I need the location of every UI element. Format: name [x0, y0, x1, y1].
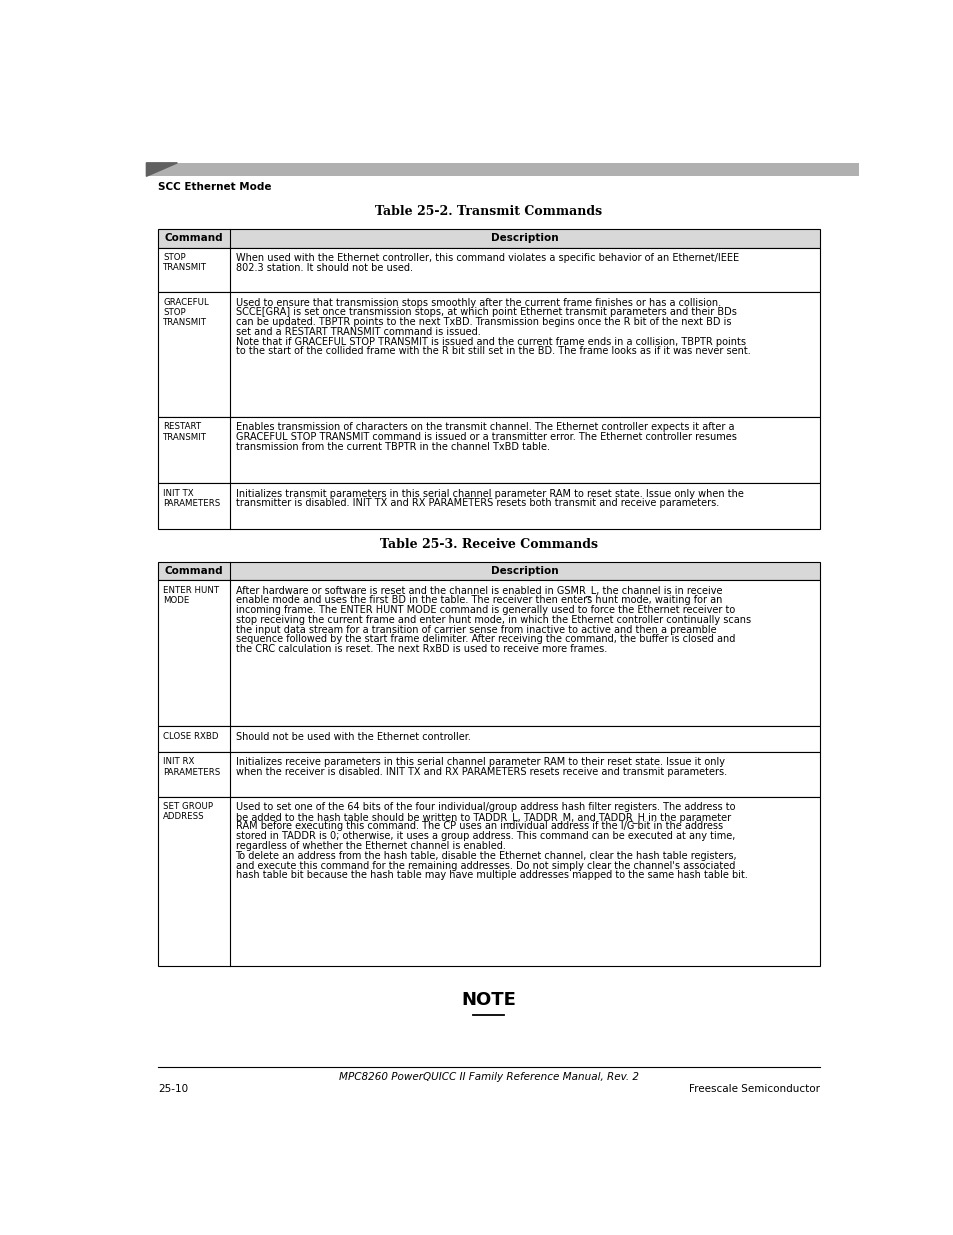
Text: After hardware or software is reset and the channel is enabled in GSMR_L, the ch: After hardware or software is reset and …: [235, 585, 721, 597]
Text: TRANSMIT: TRANSMIT: [163, 319, 207, 327]
Text: incoming frame. The ENTER HUNT MODE command is generally used to force the Ether: incoming frame. The ENTER HUNT MODE comm…: [235, 605, 734, 615]
Text: INIT RX: INIT RX: [163, 757, 194, 766]
Text: Freescale Semiconductor: Freescale Semiconductor: [688, 1084, 819, 1094]
Text: RESTART: RESTART: [163, 422, 201, 431]
Text: ENTER HUNT: ENTER HUNT: [163, 585, 219, 594]
Text: the input data stream for a transition of carrier sense from inactive to active : the input data stream for a transition o…: [235, 625, 716, 635]
Text: transmitter is disabled. INIT TX and RX PARAMETERS resets both transmit and rece: transmitter is disabled. INIT TX and RX …: [235, 498, 718, 509]
Text: Used to ensure that transmission stops smoothly after the current frame finishes: Used to ensure that transmission stops s…: [235, 298, 720, 308]
Text: regardless of whether the Ethernet channel is enabled.: regardless of whether the Ethernet chann…: [235, 841, 505, 851]
Bar: [158, 228, 819, 247]
Text: INIT TX: INIT TX: [163, 489, 193, 498]
Text: the CRC calculation is reset. The next RxBD is used to receive more frames.: the CRC calculation is reset. The next R…: [235, 645, 606, 655]
Bar: [158, 417, 819, 483]
Bar: [158, 562, 819, 580]
Bar: [158, 726, 819, 752]
Text: PARAMETERS: PARAMETERS: [163, 768, 220, 777]
Text: GRACEFUL STOP TRANSMIT command is issued or a transmitter error. The Ethernet co: GRACEFUL STOP TRANSMIT command is issued…: [235, 432, 736, 442]
Text: SCC Ethernet Mode: SCC Ethernet Mode: [158, 182, 272, 191]
Text: stored in TADDR is 0; otherwise, it uses a group address. This command can be ex: stored in TADDR is 0; otherwise, it uses…: [235, 831, 734, 841]
Text: MPC8260 PowerQUICC II Family Reference Manual, Rev. 2: MPC8260 PowerQUICC II Family Reference M…: [338, 1072, 639, 1082]
Text: hash table bit because the hash table may have multiple addresses mapped to the : hash table bit because the hash table ma…: [235, 871, 746, 881]
Text: Should not be used with the Ethernet controller.: Should not be used with the Ethernet con…: [235, 732, 470, 742]
Text: Enables transmission of characters on the transmit channel. The Ethernet control: Enables transmission of characters on th…: [235, 422, 733, 432]
Text: to the start of the collided frame with the R bit still set in the BD. The frame: to the start of the collided frame with …: [235, 347, 749, 357]
Text: TRANSMIT: TRANSMIT: [163, 263, 207, 272]
Text: MODE: MODE: [163, 597, 190, 605]
Text: Initializes receive parameters in this serial channel parameter RAM to their res: Initializes receive parameters in this s…: [235, 757, 723, 767]
Bar: [158, 483, 819, 530]
Text: Description: Description: [491, 233, 558, 243]
Text: Note that if GRACEFUL STOP TRANSMIT is issued and the current frame ends in a co: Note that if GRACEFUL STOP TRANSMIT is i…: [235, 337, 744, 347]
Bar: [146, 163, 858, 177]
Text: TRANSMIT: TRANSMIT: [163, 432, 207, 442]
Text: 25-10: 25-10: [158, 1084, 188, 1094]
Text: Command: Command: [165, 233, 223, 243]
Bar: [158, 752, 819, 797]
Text: Used to set one of the 64 bits of the four individual/group address hash filter : Used to set one of the 64 bits of the fo…: [235, 802, 734, 811]
Text: Initializes transmit parameters in this serial channel parameter RAM to reset st: Initializes transmit parameters in this …: [235, 489, 742, 499]
Text: SCCE[GRA] is set once transmission stops, at which point Ethernet transmit param: SCCE[GRA] is set once transmission stops…: [235, 308, 736, 317]
Text: RAM before executing this command. The CP uses an individual address if the I/G : RAM before executing this command. The C…: [235, 821, 721, 831]
Bar: [158, 580, 819, 726]
Text: ADDRESS: ADDRESS: [163, 813, 205, 821]
Bar: [158, 797, 819, 966]
Bar: [158, 247, 819, 293]
Text: STOP: STOP: [163, 308, 186, 317]
Text: PARAMETERS: PARAMETERS: [163, 499, 220, 508]
Text: sequence followed by the start frame delimiter. After receiving the command, the: sequence followed by the start frame del…: [235, 635, 734, 645]
Text: Command: Command: [165, 566, 223, 576]
Text: stop receiving the current frame and enter hunt mode, in which the Ethernet cont: stop receiving the current frame and ent…: [235, 615, 750, 625]
Text: and execute this command for the remaining addresses. Do not simply clear the ch: and execute this command for the remaini…: [235, 861, 734, 871]
Text: when the receiver is disabled. INIT TX and RX PARAMETERS resets receive and tran: when the receiver is disabled. INIT TX a…: [235, 767, 726, 777]
Text: transmission from the current TBPTR in the channel TxBD table.: transmission from the current TBPTR in t…: [235, 442, 549, 452]
Text: be added to the hash table should be written to TADDR_L, TADDR_M, and TADDR_H in: be added to the hash table should be wri…: [235, 811, 730, 823]
Text: Table 25-3. Receive Commands: Table 25-3. Receive Commands: [379, 538, 598, 551]
Bar: [158, 293, 819, 417]
Text: When used with the Ethernet controller, this command violates a specific behavio: When used with the Ethernet controller, …: [235, 253, 738, 263]
Text: To delete an address from the hash table, disable the Ethernet channel, clear th: To delete an address from the hash table…: [235, 851, 737, 861]
Text: STOP: STOP: [163, 253, 186, 262]
Text: GRACEFUL: GRACEFUL: [163, 298, 209, 306]
Text: can be updated. TBPTR points to the next TxBD. Transmission begins once the R bi: can be updated. TBPTR points to the next…: [235, 317, 730, 327]
Text: SET GROUP: SET GROUP: [163, 802, 213, 811]
Text: 802.3 station. It should not be used.: 802.3 station. It should not be used.: [235, 263, 412, 273]
Text: CLOSE RXBD: CLOSE RXBD: [163, 732, 218, 741]
Text: set and a RESTART TRANSMIT command is issued.: set and a RESTART TRANSMIT command is is…: [235, 327, 479, 337]
Text: Description: Description: [491, 566, 558, 576]
Text: NOTE: NOTE: [461, 990, 516, 1009]
Text: enable mode and uses the first BD in the table. The receiver then enters hunt mo: enable mode and uses the first BD in the…: [235, 595, 721, 605]
Polygon shape: [146, 163, 177, 177]
Text: Table 25-2. Transmit Commands: Table 25-2. Transmit Commands: [375, 205, 602, 219]
